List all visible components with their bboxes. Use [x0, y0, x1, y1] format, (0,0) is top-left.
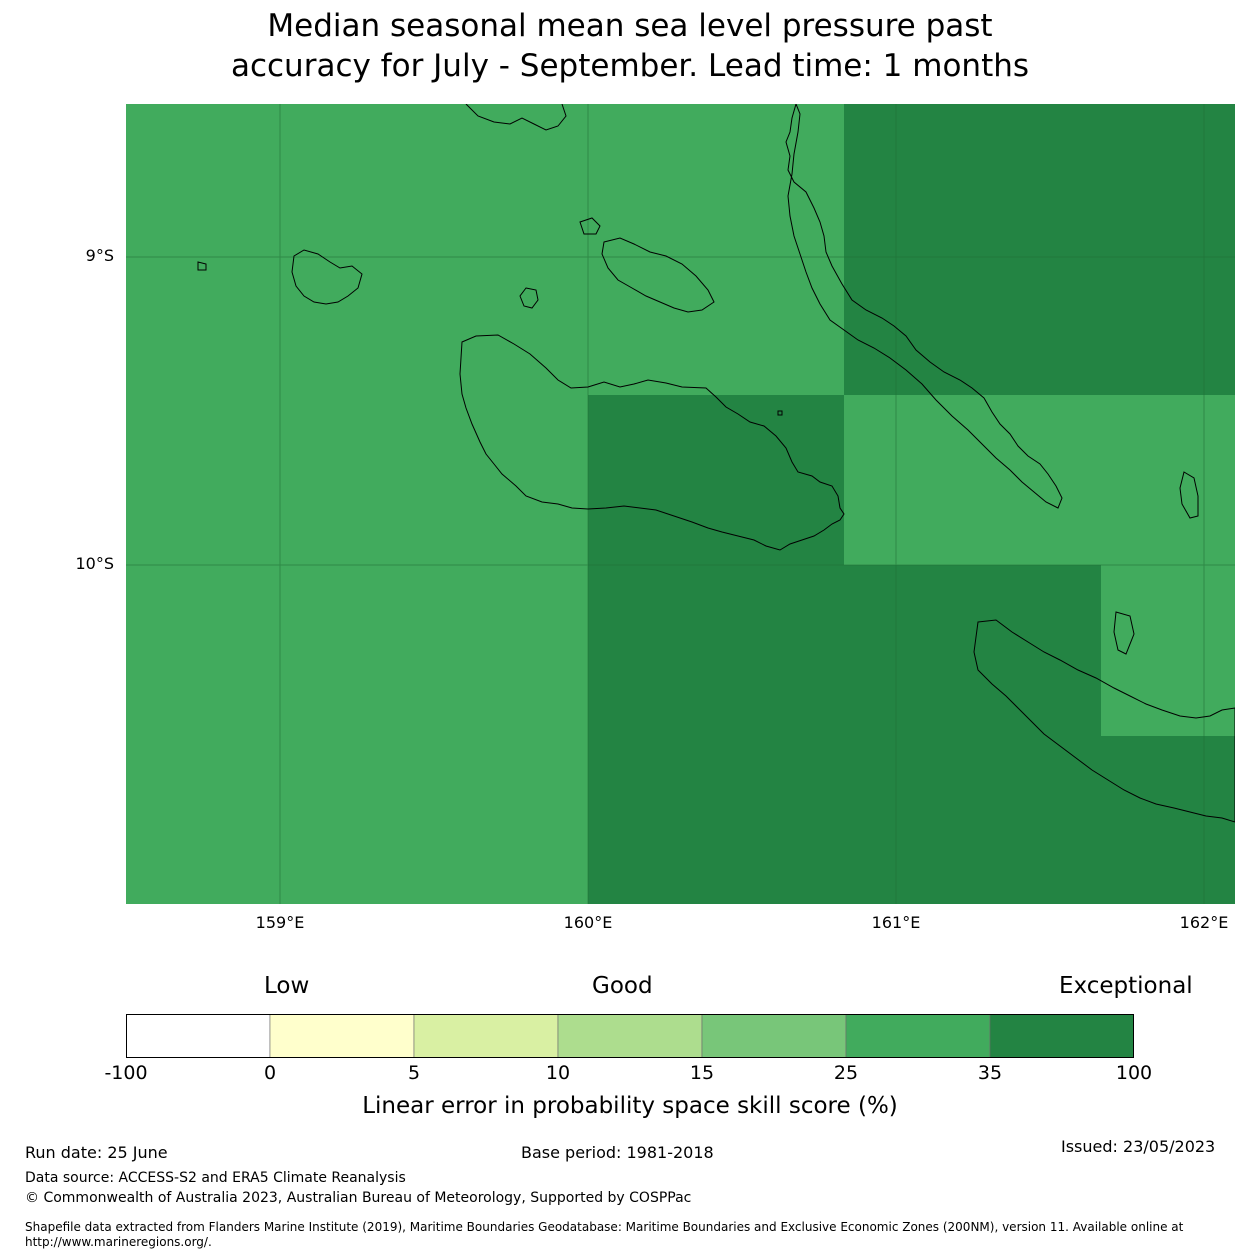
- skill-map: [126, 104, 1235, 904]
- coast-ulawa-islet: [777, 410, 783, 416]
- coast-savo: [519, 287, 539, 309]
- colorbar-tick-0: 0: [263, 1062, 277, 1084]
- base-period: Base period: 1981-2018: [521, 1143, 714, 1162]
- colorbar-tick-25: 25: [833, 1062, 859, 1084]
- coast-north-edge: [465, 104, 567, 131]
- shapefile-credit-line-1: Shapefile data extracted from Flanders M…: [25, 1220, 1184, 1234]
- shapefile-credit-line-2: http://www.marineregions.org/.: [25, 1235, 212, 1249]
- category-low: Low: [264, 973, 310, 999]
- cell-skill-35-100-south: [588, 565, 1101, 904]
- colorbar-swatch-6: [989, 1014, 1134, 1058]
- colorbar-tick-15: 15: [689, 1062, 715, 1084]
- colorbar-swatch-1: [269, 1014, 415, 1058]
- lon-tick-162e: 162°E: [1179, 913, 1229, 932]
- colorbar-swatch-4: [701, 1014, 847, 1058]
- coast-small-islet-se: [1113, 611, 1135, 655]
- colorbar-swatch-2: [413, 1014, 559, 1058]
- colorbar: [126, 1014, 1134, 1058]
- copyright: © Commonwealth of Australia 2023, Austra…: [25, 1190, 692, 1206]
- colorbar-tick-10: 10: [545, 1062, 571, 1084]
- coastlines: [197, 104, 1235, 823]
- coast-small-islet-west: [197, 261, 207, 271]
- coast-ulawa: [1179, 471, 1199, 519]
- colorbar-label: Linear error in probability space skill …: [362, 1093, 898, 1119]
- coast-ngella-north: [579, 217, 601, 235]
- cell-skill-35-100-central: [588, 395, 844, 565]
- title-line-1: Median seasonal mean sea level pressure …: [267, 8, 993, 44]
- category-good: Good: [592, 973, 653, 999]
- run-date: Run date: 25 June: [25, 1143, 168, 1162]
- cell-skill-35-100-northeast: [844, 104, 1235, 395]
- graticule: [126, 104, 1235, 904]
- title-line-2: accuracy for July - September. Lead time…: [230, 48, 1030, 84]
- colorbar-swatch-5: [845, 1014, 991, 1058]
- coast-guadalcanal: [459, 334, 845, 551]
- coast-malaita: [785, 104, 1063, 509]
- lon-tick-161e: 161°E: [871, 913, 921, 932]
- coast-russell-islands: [291, 249, 363, 305]
- coast-florida-islands: [601, 237, 715, 313]
- lon-tick-159e: 159°E: [255, 913, 305, 932]
- colorbar-tick-100: 100: [1115, 1062, 1153, 1084]
- colorbar-tick-minus100: -100: [104, 1062, 148, 1084]
- colorbar-tick-5: 5: [407, 1062, 421, 1084]
- lon-tick-160e: 160°E: [563, 913, 613, 932]
- shapefile-credit: Shapefile data extracted from Flanders M…: [25, 1220, 1235, 1250]
- category-exceptional: Exceptional: [1059, 973, 1193, 999]
- map-title: Median seasonal mean sea level pressure …: [0, 6, 1260, 86]
- lat-tick-9s: 9°S: [85, 246, 114, 265]
- data-source: Data source: ACCESS-S2 and ERA5 Climate …: [25, 1170, 406, 1186]
- colorbar-swatch-0: [126, 1014, 271, 1058]
- cell-skill-35-100-southeast: [1101, 736, 1235, 904]
- lat-tick-10s: 10°S: [75, 554, 114, 573]
- colorbar-tick-35: 35: [977, 1062, 1003, 1084]
- issued-date: Issued: 23/05/2023: [1061, 1137, 1216, 1156]
- colorbar-swatch-3: [557, 1014, 703, 1058]
- coast-makira: [973, 619, 1235, 823]
